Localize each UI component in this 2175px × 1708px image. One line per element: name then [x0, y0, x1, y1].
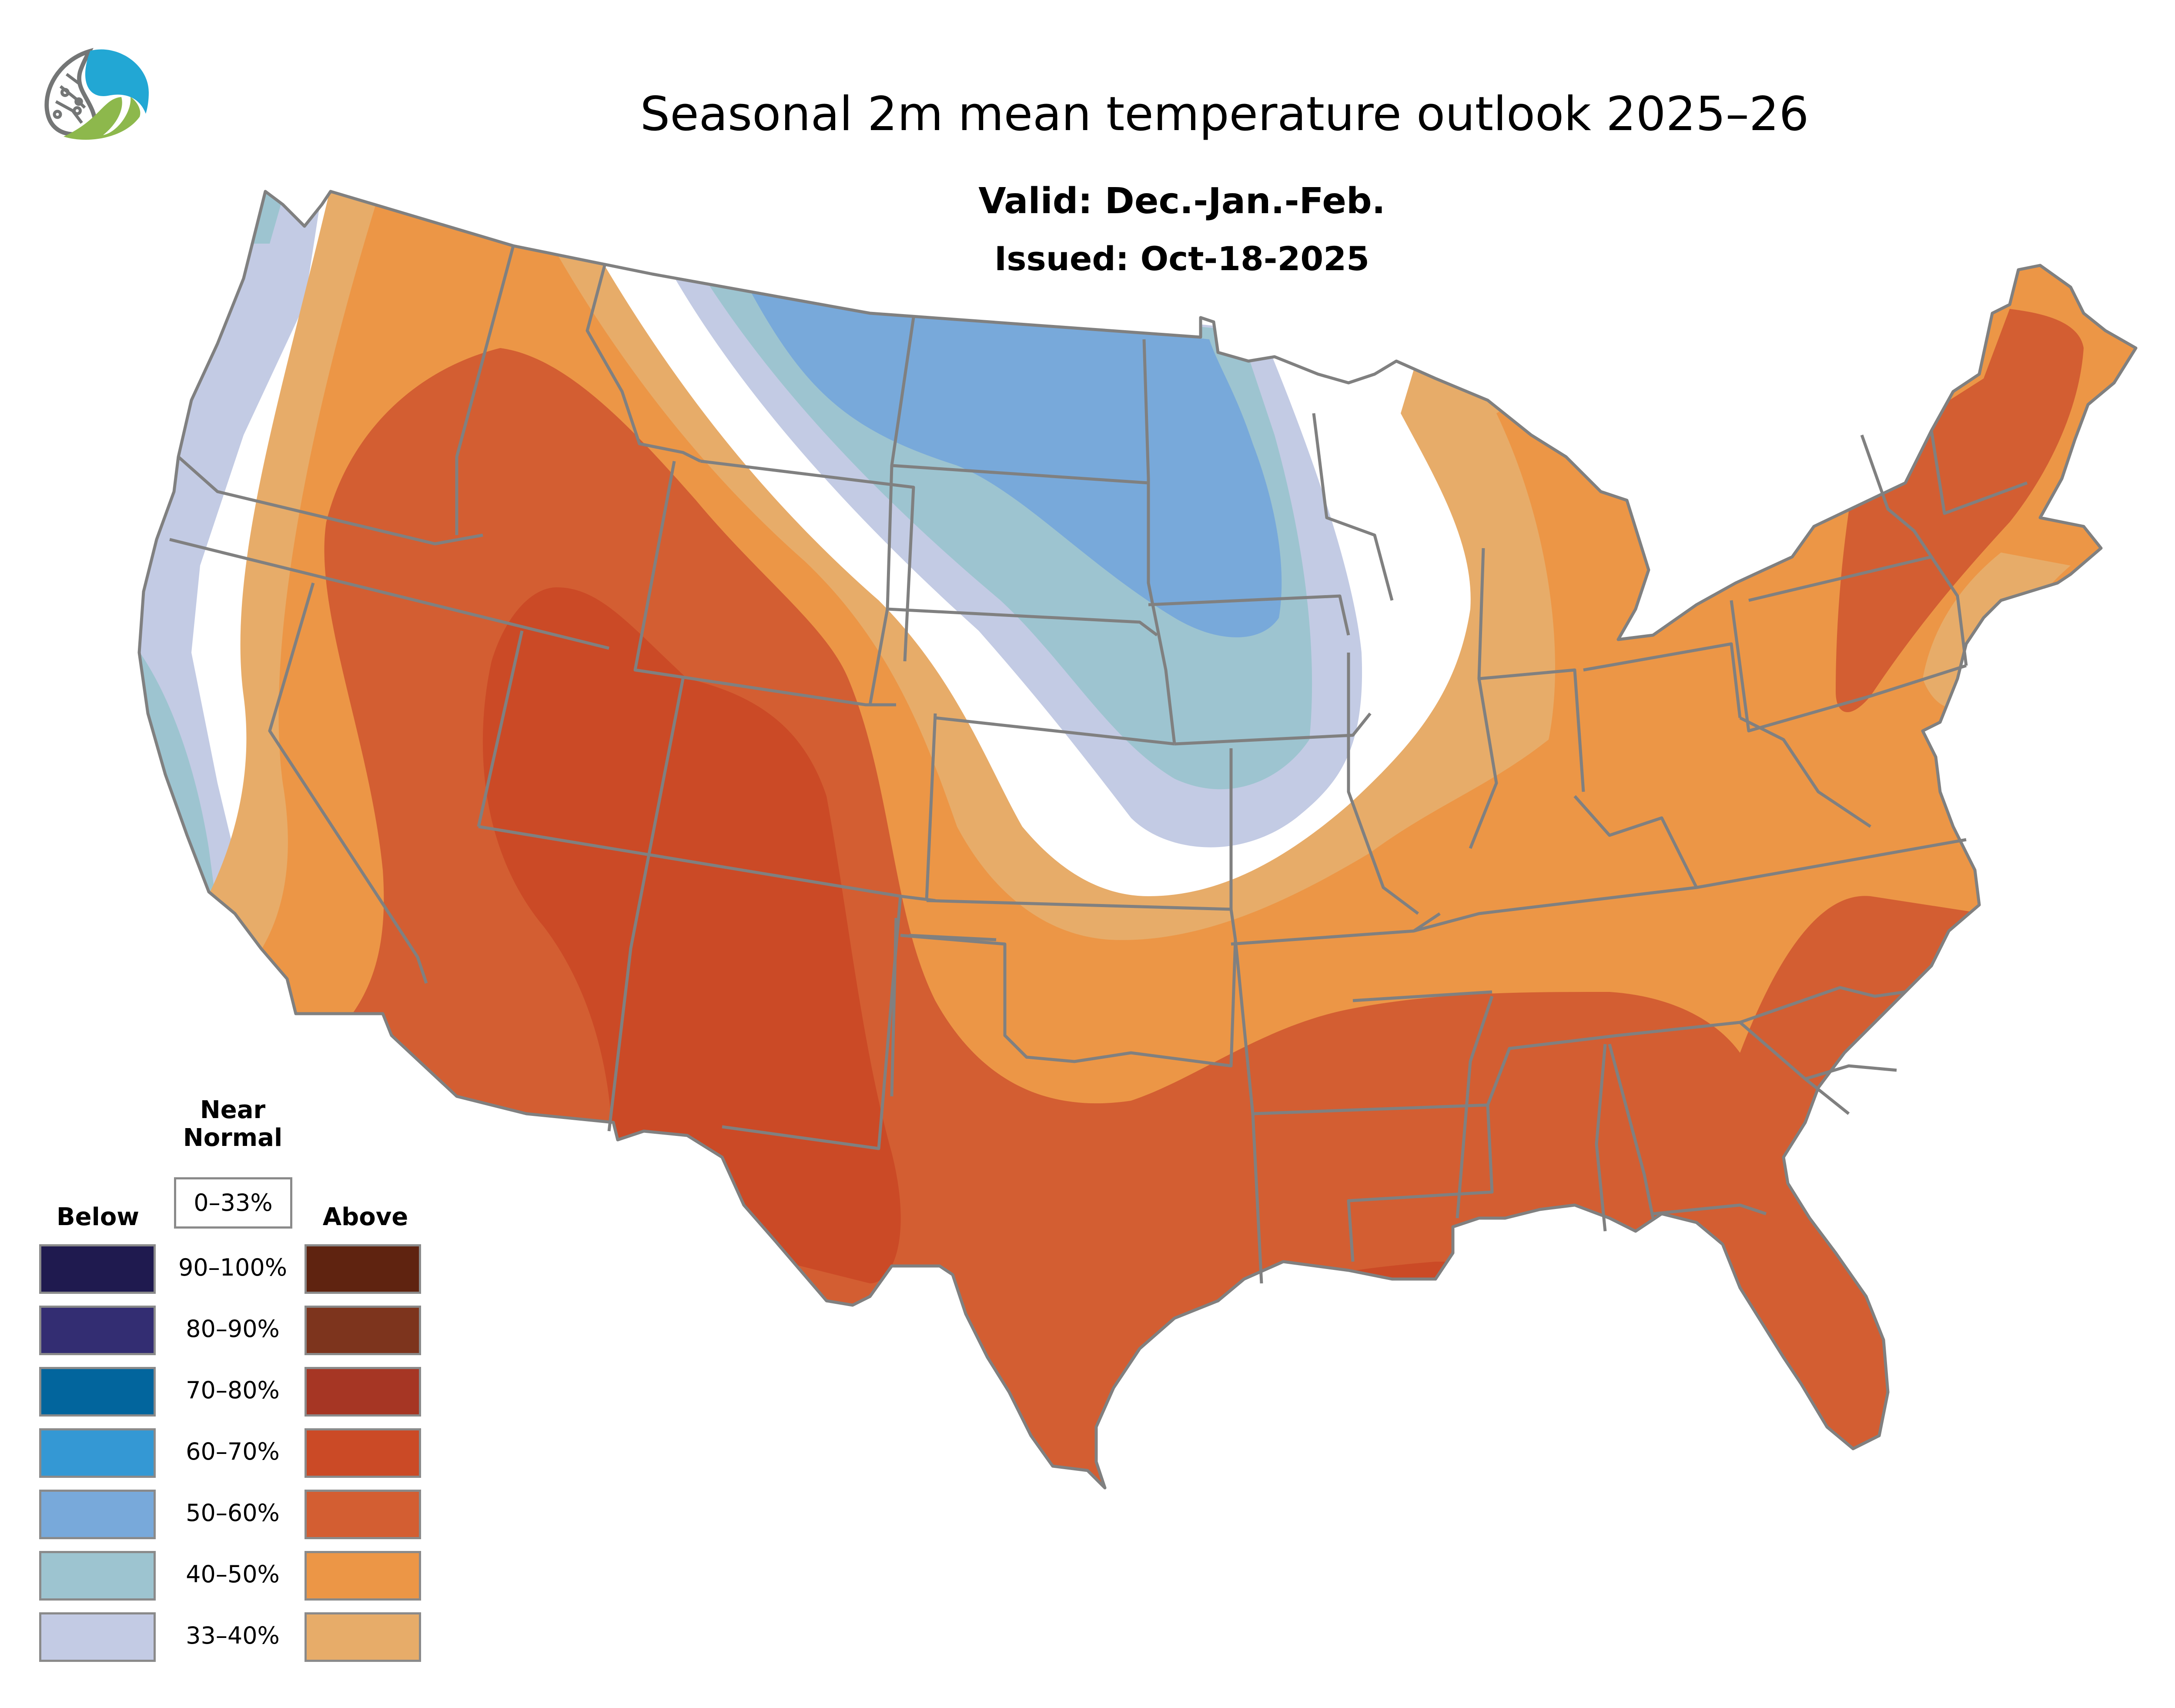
legend-near-label: Near: [200, 1096, 266, 1124]
valid-period: Valid: Dec.-Jan.-Feb.: [978, 181, 1385, 222]
legend-above-swatch: [304, 1428, 421, 1478]
legend-above-swatch: [304, 1551, 421, 1601]
legend-below-swatch: [39, 1244, 156, 1294]
legend-above-swatch: [304, 1306, 421, 1355]
legend-range-label: 70–80%: [186, 1376, 280, 1404]
issued-date: Issued: Oct-18-2025: [994, 239, 1369, 278]
legend-range-label: 50–60%: [186, 1499, 280, 1527]
legend-below-swatch: [39, 1612, 156, 1662]
circuit-water-leaf-logo-icon: [44, 48, 149, 140]
legend-range-label: 33–40%: [186, 1622, 280, 1649]
legend-above-swatch: [304, 1612, 421, 1662]
legend-below-swatch: [39, 1551, 156, 1601]
region-new-england-50-60: [1836, 309, 2084, 713]
legend-above-swatch: [304, 1490, 421, 1539]
legend-below-swatch: [39, 1367, 156, 1417]
legend-above-swatch: [304, 1367, 421, 1417]
map-title: Seasonal 2m mean temperature outlook 202…: [640, 87, 1809, 141]
state-borders: [139, 191, 2136, 1488]
legend-range-label: 40–50%: [186, 1561, 280, 1588]
legend-below-swatch: [39, 1428, 156, 1478]
legend-range-label: 90–100%: [178, 1254, 288, 1281]
legend-above-swatch: [304, 1244, 421, 1294]
legend-normal-label: Normal: [183, 1124, 283, 1152]
region-southwest-60-70: [482, 587, 901, 1283]
legend-near-normal-swatch: 0–33%: [174, 1177, 292, 1229]
legend-near-normal-heading: Near Normal: [178, 1096, 287, 1152]
legend-above-heading: Above: [322, 1203, 408, 1231]
legend-below-heading: Below: [56, 1203, 140, 1231]
legend-below-swatch: [39, 1306, 156, 1355]
legend-range-label: 80–90%: [186, 1315, 280, 1343]
legend-range-label: 60–70%: [186, 1438, 280, 1465]
legend-below-swatch: [39, 1490, 156, 1539]
